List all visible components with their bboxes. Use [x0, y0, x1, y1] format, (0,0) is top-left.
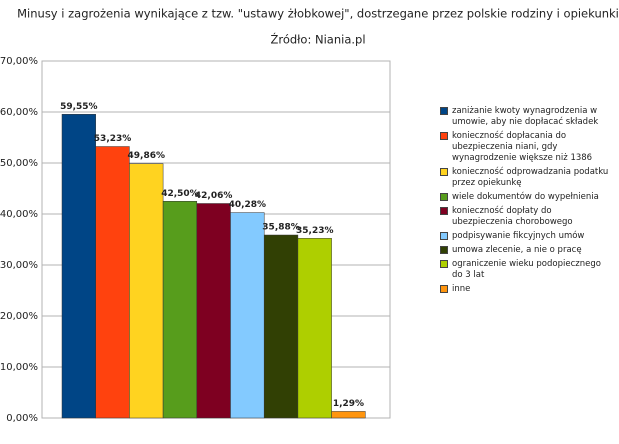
legend-item: inne — [440, 284, 610, 295]
legend-label: zaniżanie kwoty wynagrodzenia w umowie, … — [452, 106, 599, 127]
bar — [297, 238, 332, 419]
legend-item: konieczność odprowadzania podatku przez … — [440, 167, 610, 189]
bar — [230, 212, 265, 419]
value-label: 35,88% — [262, 223, 300, 233]
legend-label: podpisywanie fikcyjnych umów — [452, 231, 585, 241]
legend-label: inne — [452, 284, 471, 294]
y-tick-label: 70,00% — [0, 56, 38, 67]
value-label: 49,86% — [128, 151, 166, 161]
chart-subtitle: Źródło: Niania.pl — [270, 32, 365, 47]
legend-item: konieczność dopłacania do ubezpieczenia … — [440, 131, 610, 164]
y-tick-label: 40,00% — [0, 209, 38, 220]
bar — [162, 201, 198, 419]
legend-swatch — [440, 232, 448, 240]
legend-item: ograniczenie wieku podopiecznego do 3 la… — [440, 259, 610, 281]
chart-title: Minusy i zagrożenia wynikające z tzw. "u… — [17, 7, 619, 21]
bar — [196, 203, 231, 419]
y-tick-label: 0,00% — [6, 413, 38, 424]
bar — [263, 234, 299, 419]
legend-swatch — [440, 132, 448, 140]
legend: zaniżanie kwoty wynagrodzenia w umowie, … — [440, 106, 610, 298]
legend-item: konieczność dopłaty do ubezpieczenia cho… — [440, 206, 610, 228]
legend-item: zaniżanie kwoty wynagrodzenia w umowie, … — [440, 106, 610, 128]
legend-item: podpisywanie fikcyjnych umów — [440, 231, 610, 242]
bar — [95, 146, 130, 419]
y-tick-label: 50,00% — [0, 158, 38, 169]
value-label: 1,29% — [333, 399, 364, 409]
legend-label: wiele dokumentów do wypełnienia — [452, 192, 599, 202]
bar — [331, 411, 366, 419]
y-tick-label: 10,00% — [0, 362, 38, 373]
legend-swatch — [440, 193, 448, 201]
bar — [129, 163, 164, 419]
legend-swatch — [440, 107, 448, 115]
bar — [61, 114, 96, 419]
y-tick-label: 60,00% — [0, 107, 38, 118]
value-label: 35,23% — [296, 226, 334, 236]
value-label: 59,55% — [60, 102, 98, 112]
legend-item: umowa zlecenie, a nie o pracę — [440, 245, 610, 256]
y-tick-label: 20,00% — [0, 311, 38, 322]
legend-swatch — [440, 207, 448, 215]
y-tick-label: 30,00% — [0, 260, 38, 271]
legend-swatch — [440, 168, 448, 176]
legend-swatch — [440, 246, 448, 254]
value-label: 42,06% — [195, 191, 233, 201]
value-label: 40,28% — [229, 200, 267, 210]
legend-label: umowa zlecenie, a nie o pracę — [452, 245, 582, 255]
legend-item: wiele dokumentów do wypełnienia — [440, 192, 610, 203]
value-label: 53,23% — [94, 134, 132, 144]
legend-label: konieczność dopłacania do ubezpieczenia … — [452, 131, 593, 163]
legend-swatch — [440, 260, 448, 268]
legend-label: ograniczenie wieku podopiecznego do 3 la… — [452, 259, 601, 280]
legend-label: konieczność dopłaty do ubezpieczenia cho… — [452, 206, 573, 227]
legend-label: konieczność odprowadzania podatku przez … — [452, 167, 609, 188]
legend-swatch — [440, 285, 448, 293]
value-label: 42,50% — [161, 189, 199, 199]
